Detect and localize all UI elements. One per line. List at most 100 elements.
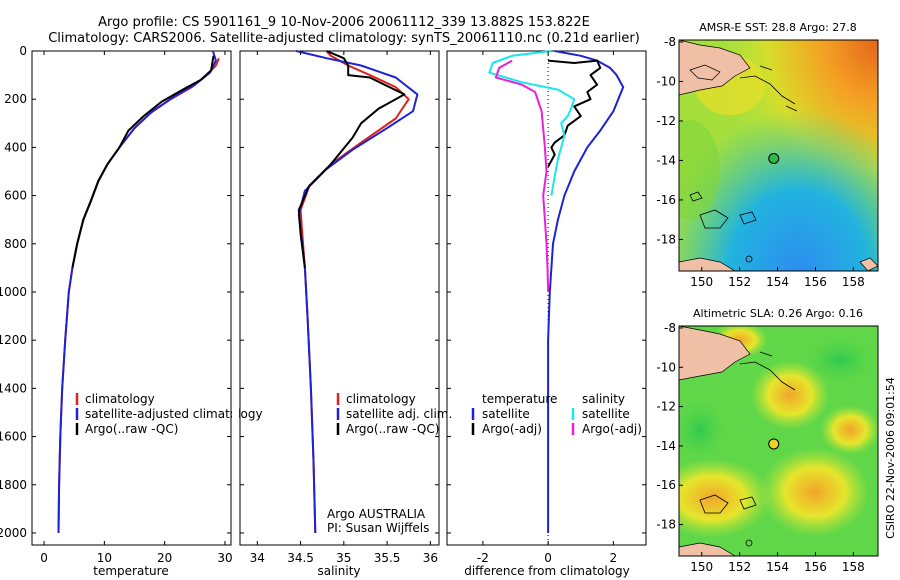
depth-tick-label: 400	[4, 140, 27, 154]
credit-timestamp: CSIRO 22-Nov-2006 09:01:54	[884, 377, 897, 539]
x-tick-label: -2	[477, 551, 489, 565]
x-tick-label: 35	[336, 551, 351, 565]
land-mass	[679, 40, 751, 96]
series-line-temperature-satellite	[547, 50, 625, 533]
x-tick-label: 2	[610, 551, 618, 565]
legend-label-climatology: climatology	[346, 392, 416, 406]
depth-tick-label: 200	[4, 92, 27, 106]
depth-tick-label: 0	[19, 44, 27, 58]
sla-map-ticks: 150 152 154 156 158 -8 -10 -12 -14 -16 -18	[656, 321, 864, 574]
x-axis-ticks: 0 10 20 30 34 34.5 35 35.5 36 -2 0 2	[40, 51, 617, 565]
sst-map-ticks: 150 152 154 156 158 -8 -10 -12 -14 -16 -18	[656, 35, 864, 289]
sla-map-title: Altimetric SLA: 0.26 Argo: 0.16	[693, 307, 863, 320]
map-y-tick-label: -14	[656, 439, 676, 453]
series-line-salinity-argo-adj-	[494, 59, 550, 293]
sst-map	[679, 40, 878, 271]
x-tick-label: 35.5	[374, 551, 401, 565]
legend-label-sal-argo: Argo(-adj)	[582, 422, 642, 436]
series-line-salinity-satellite	[488, 50, 576, 196]
argo-marker	[745, 539, 753, 547]
land-mass-south	[679, 257, 736, 271]
map-y-tick-label: -8	[664, 321, 676, 335]
salinity-xlabel: salinity	[317, 564, 360, 578]
sst-map-frame	[678, 39, 879, 272]
map-x-tick-label: 154	[766, 560, 789, 574]
sla-map-frame	[678, 325, 879, 557]
map-y-tick-label: -14	[656, 153, 676, 167]
temperature-xlabel: temperature	[93, 564, 168, 578]
map-y-tick-label: -18	[656, 518, 676, 532]
x-tick-label: 34	[250, 551, 265, 565]
map-y-tick-label: -12	[656, 400, 676, 414]
coastline	[689, 64, 721, 81]
depth-axis: 0 200 400 600 800 1000 1200 1400 1600 1800 2000	[0, 44, 646, 540]
temperature-series	[57, 50, 220, 534]
x-tick-label: 30	[217, 551, 232, 565]
depth-tick-label: 2000	[0, 526, 27, 540]
legend-heading-temperature: temperature	[482, 392, 557, 406]
depth-tick-label: 1600	[0, 430, 27, 444]
x-tick-label: 20	[157, 551, 172, 565]
map-x-tick-label: 158	[842, 275, 865, 289]
legend-label-argo: Argo(..raw -QC)	[85, 422, 178, 436]
land-mass-south	[679, 542, 736, 556]
depth-tick-label: 800	[4, 237, 27, 251]
difference-xlabel: difference from climatology	[464, 564, 630, 578]
map-y-tick-label: -10	[656, 74, 676, 88]
legend-label-sal-satellite: satellite	[582, 407, 630, 421]
operator-annotation: Argo AUSTRALIA	[327, 507, 426, 521]
depth-tick-label: 1200	[0, 333, 27, 347]
map-y-tick-label: -8	[664, 35, 676, 49]
map-x-tick-label: 158	[842, 560, 865, 574]
depth-tick-label: 600	[4, 189, 27, 203]
map-y-tick-label: -16	[656, 478, 676, 492]
map-y-tick-label: -12	[656, 114, 676, 128]
x-tick-label: 0	[40, 551, 48, 565]
depth-tick-label: 1000	[0, 285, 27, 299]
map-y-tick-label: -10	[656, 360, 676, 374]
series-line-climatology	[299, 50, 410, 534]
temperature-legend: climatology satellite-adjusted climatolo…	[75, 392, 263, 436]
argo-marker	[745, 255, 753, 263]
sst-map-title: AMSR-E SST: 28.8 Argo: 27.8	[699, 21, 857, 34]
pi-annotation: PI: Susan Wijffels	[327, 521, 429, 535]
legend-heading-salinity: salinity	[582, 392, 625, 406]
depth-tick-label: 1400	[0, 381, 27, 395]
series-line-climatology	[57, 57, 220, 534]
island-chain	[689, 65, 798, 229]
depth-tick-label: 1800	[0, 478, 27, 492]
x-tick-label: 34.5	[287, 551, 314, 565]
map-x-tick-label: 154	[766, 275, 789, 289]
float-location-marker	[768, 152, 780, 164]
legend-label-argo: Argo(..raw -QC)	[346, 422, 439, 436]
map-x-tick-label: 150	[690, 275, 713, 289]
land-mass	[679, 326, 751, 381]
legend-label-satellite-adjusted: satellite-adjusted climatology	[85, 407, 263, 421]
legend-label-satellite-adj: satellite adj. clim.	[346, 407, 452, 421]
map-y-tick-label: -18	[656, 232, 676, 246]
series-line-argo-raw-qc-	[71, 55, 215, 269]
x-tick-label: 0	[544, 551, 552, 565]
salinity-series	[295, 50, 419, 534]
series-line-argo-raw-qc-	[297, 50, 406, 269]
legend-label-temp-argo: Argo(-adj)	[482, 422, 542, 436]
map-x-tick-label: 152	[728, 560, 751, 574]
figure-title-line1: Argo profile: CS 5901161_9 10-Nov-2006 2…	[98, 15, 590, 30]
sla-map	[679, 326, 878, 556]
temperature-panel	[31, 50, 232, 546]
series-line-satellite-adj-clim-	[295, 50, 419, 534]
salinity-legend: climatology satellite adj. clim. Argo(..…	[336, 392, 452, 436]
legend-label-climatology: climatology	[85, 392, 155, 406]
island-chain	[699, 351, 796, 514]
x-tick-label: 10	[97, 551, 112, 565]
figure-title-line2: Climatology: CARS2006. Satellite-adjuste…	[48, 31, 640, 46]
float-location-marker	[768, 438, 780, 450]
difference-series	[488, 50, 625, 545]
series-line-temperature-argo-adj-	[547, 59, 602, 168]
map-x-tick-label: 156	[804, 560, 827, 574]
x-tick-label: 36	[423, 551, 438, 565]
difference-panel	[446, 50, 647, 546]
map-x-tick-label: 150	[690, 560, 713, 574]
salinity-panel	[239, 50, 440, 546]
